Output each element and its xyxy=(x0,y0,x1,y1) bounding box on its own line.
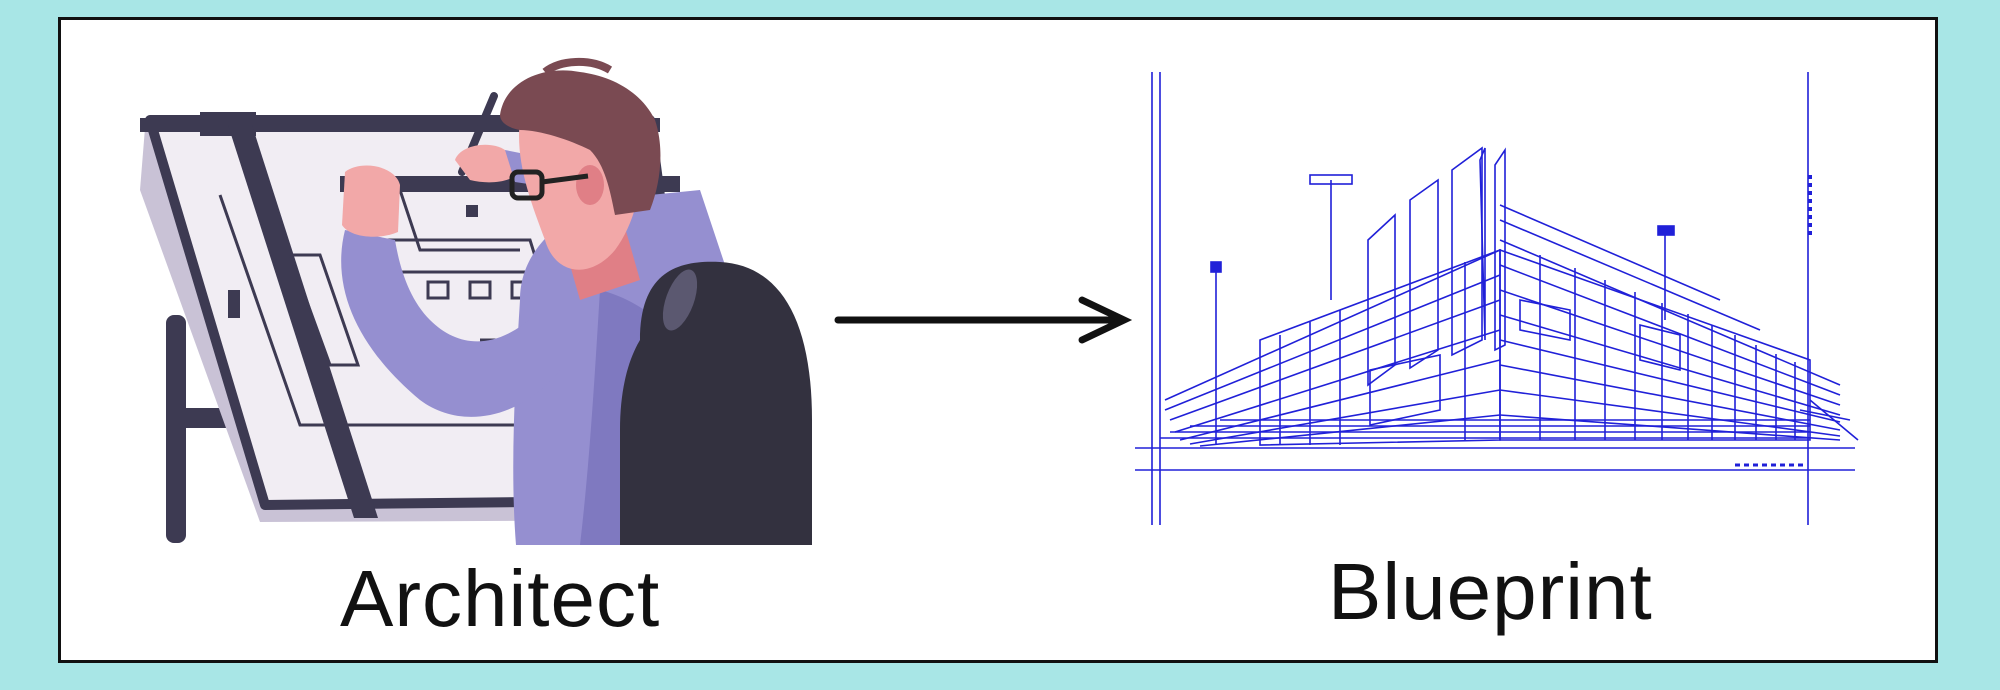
blueprint-label: Blueprint xyxy=(1328,547,1653,636)
blueprint-building-drawing xyxy=(1135,72,1859,525)
chair xyxy=(620,261,812,545)
architect-illustration xyxy=(140,57,812,545)
architect-arm xyxy=(341,230,560,417)
architect-hair xyxy=(500,70,661,215)
architect-hand-left xyxy=(342,165,400,237)
table-stand-leg xyxy=(166,315,186,543)
arrow-right-icon xyxy=(834,296,1133,344)
architect-hand-right xyxy=(455,144,520,183)
architect-label: Architect xyxy=(340,554,661,643)
drafting-ruler xyxy=(228,125,378,518)
glasses xyxy=(509,169,589,201)
